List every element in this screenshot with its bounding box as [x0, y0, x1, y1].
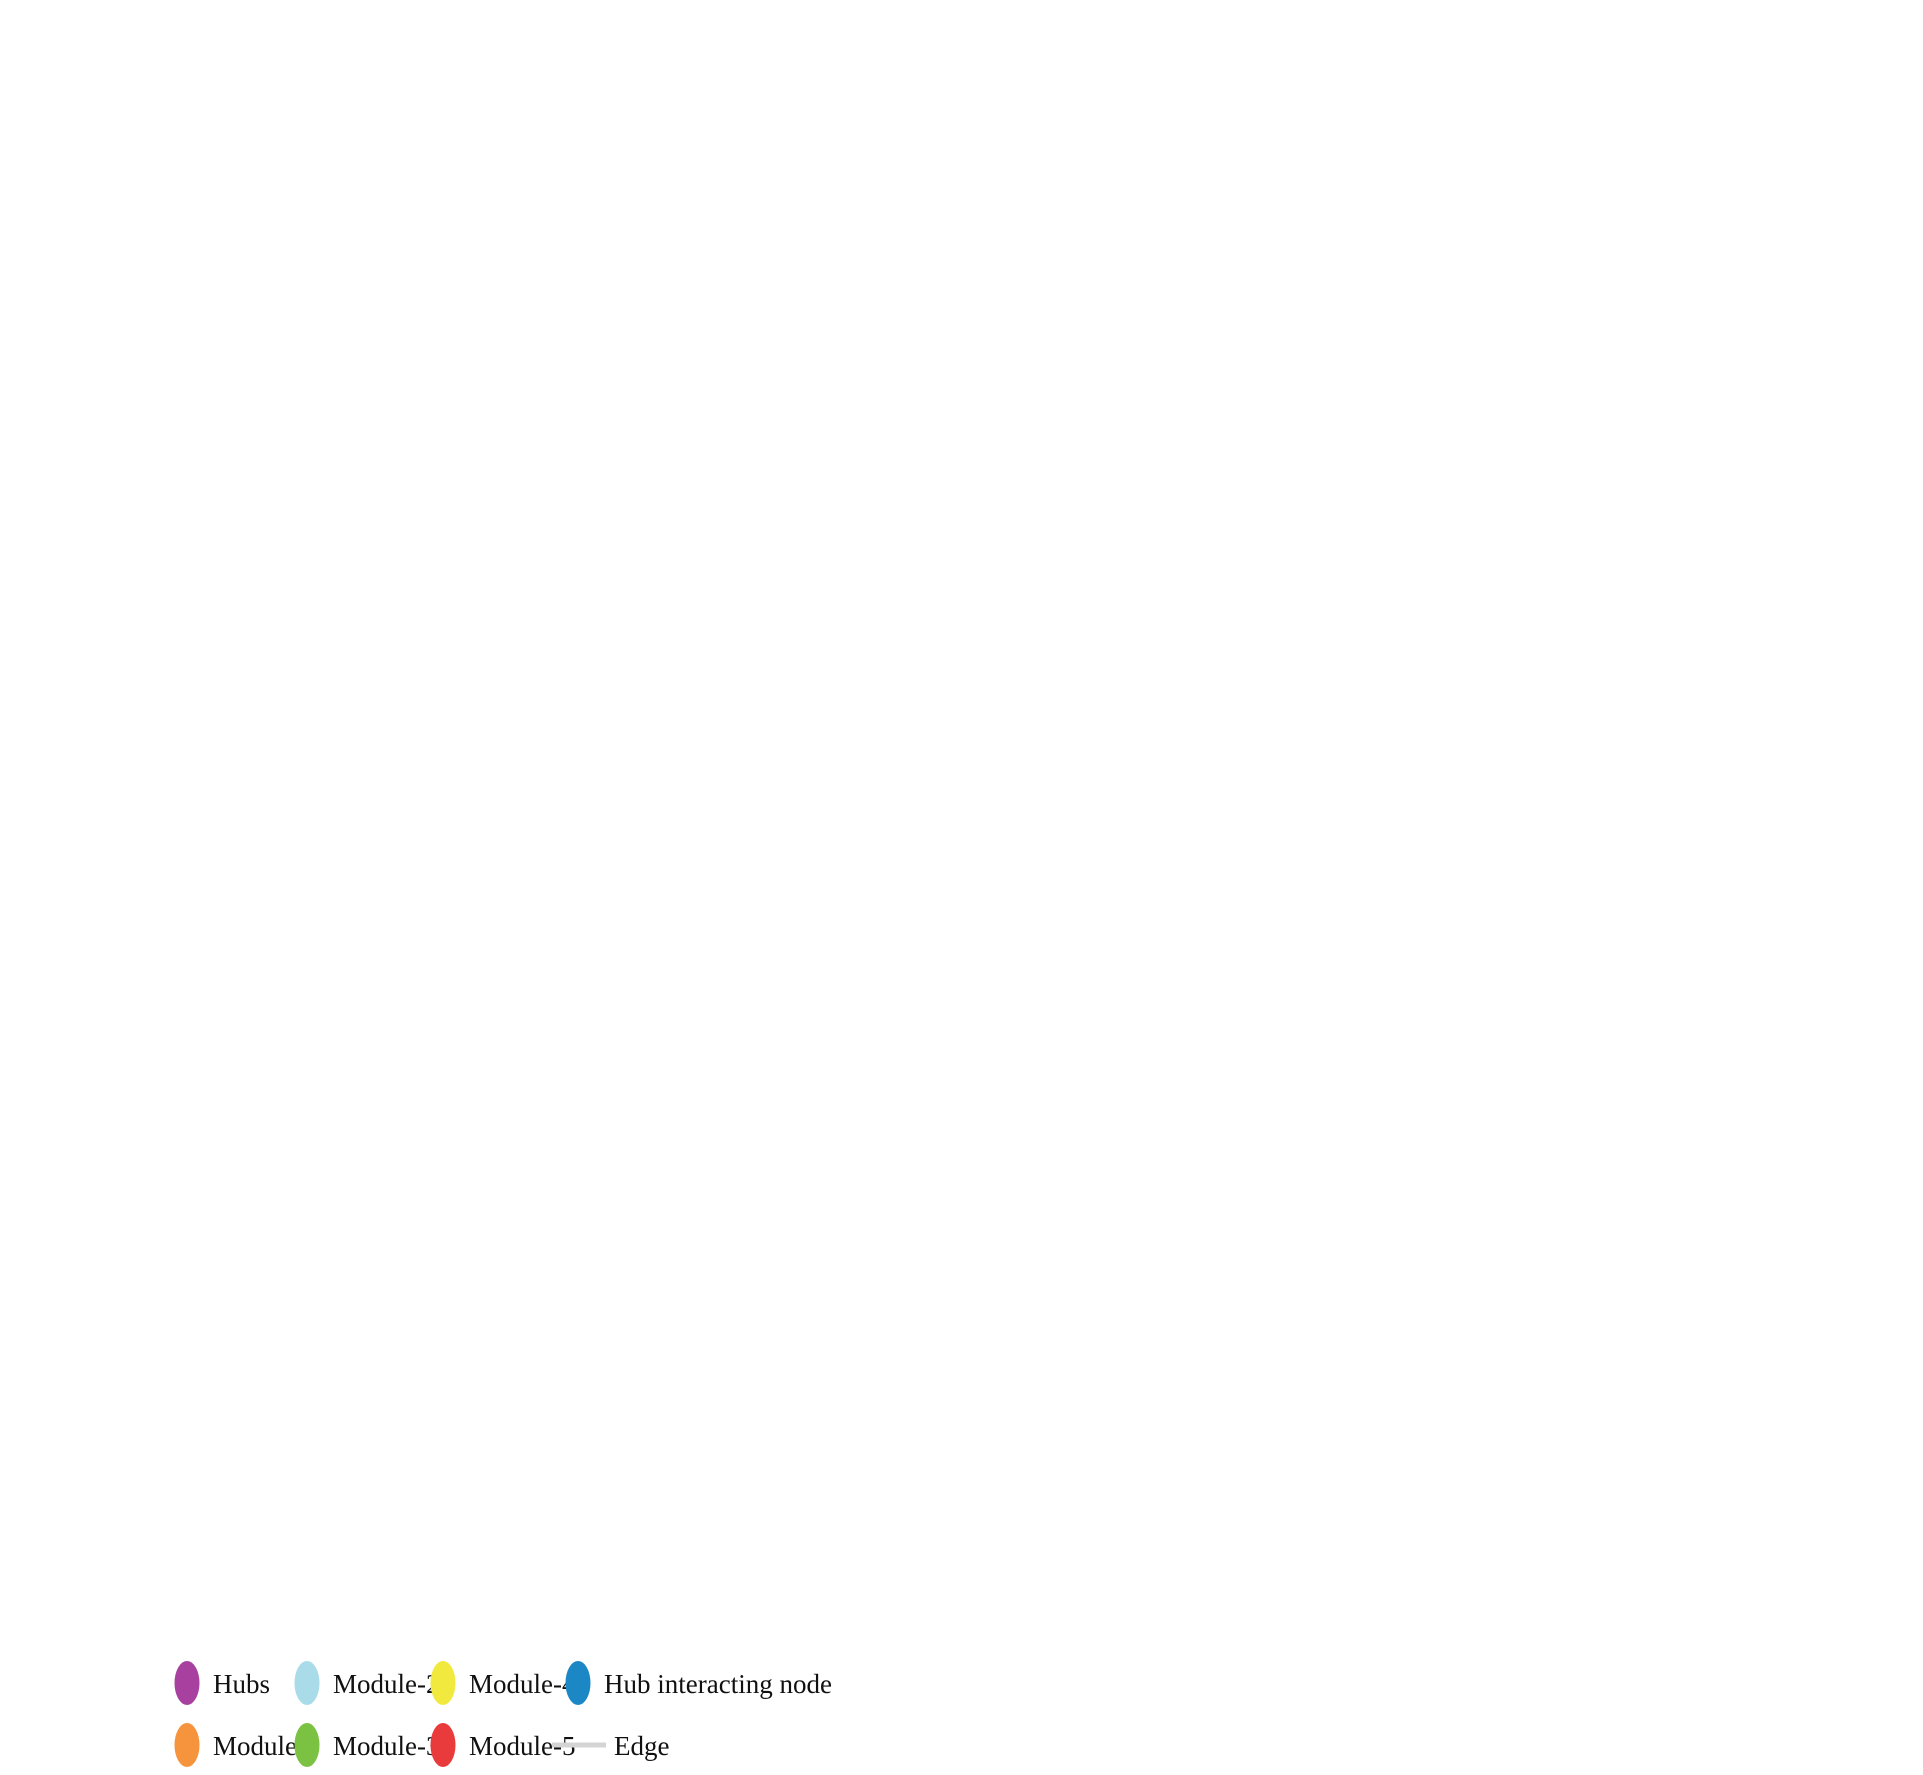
legend-label-edge: Edge — [614, 1731, 669, 1761]
legend-label-module2: Module-2 — [333, 1669, 439, 1699]
legend-swatch-module5 — [430, 1723, 456, 1767]
legend-swatch-module2 — [294, 1661, 320, 1705]
legend-label-module3: Module-3 — [333, 1731, 439, 1761]
legend-swatch-hubs — [174, 1661, 200, 1705]
legend-swatch-hub-interacting — [565, 1661, 591, 1705]
legend-label-hubs: Hubs — [213, 1669, 270, 1699]
legend-swatch-module1 — [174, 1723, 200, 1767]
legend-swatch-module4 — [430, 1661, 456, 1705]
legend-swatch-module3 — [294, 1723, 320, 1767]
legend: Hubs Module-2 Module-4 Hub interacting n… — [174, 1661, 832, 1767]
legend-label-hub-interacting: Hub interacting node — [604, 1669, 832, 1699]
legend-label-module4: Module-4 — [469, 1669, 576, 1699]
